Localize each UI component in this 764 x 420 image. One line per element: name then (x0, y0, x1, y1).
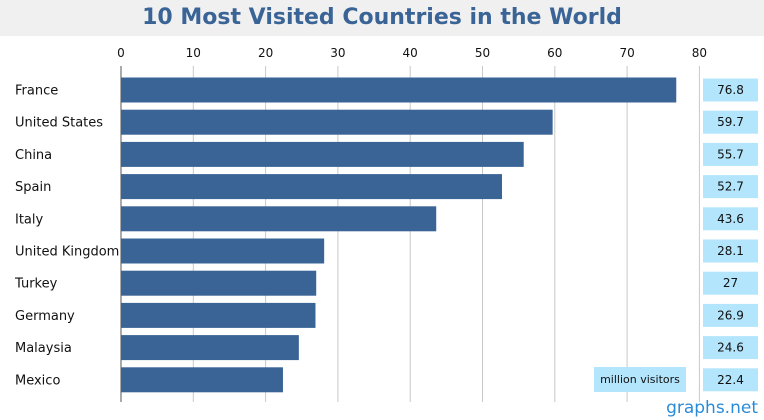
data-label: 59.7 (717, 115, 744, 129)
bar (121, 367, 283, 393)
data-label: 26.9 (717, 308, 744, 322)
x-tick-label: 60 (547, 46, 562, 60)
bar (121, 77, 677, 103)
data-label: 43.6 (717, 212, 744, 226)
category-label: China (15, 148, 52, 163)
bar (121, 109, 553, 135)
data-label: 22.4 (717, 373, 744, 387)
category-label: Spain (15, 180, 51, 195)
category-label: Malaysia (15, 341, 72, 356)
bar (121, 238, 325, 264)
bar (121, 174, 503, 200)
category-label: Mexico (15, 373, 60, 388)
value-box (703, 368, 758, 392)
category-label: Italy (15, 212, 44, 227)
value-box (703, 78, 758, 102)
x-tick-label: 80 (692, 46, 707, 60)
value-box (703, 271, 758, 295)
x-tick-label: 40 (403, 46, 418, 60)
category-label: Turkey (14, 277, 58, 292)
x-tick-label: 70 (619, 46, 634, 60)
watermark: graphs.net (666, 398, 758, 418)
category-label: France (15, 84, 58, 99)
chart-title: 10 Most Visited Countries in the World (142, 5, 622, 30)
x-tick-label: 10 (186, 46, 201, 60)
bar (121, 302, 316, 328)
data-label: 52.7 (717, 180, 744, 194)
unit-label: million visitors (594, 367, 686, 392)
bar (121, 141, 524, 167)
value-box (703, 303, 758, 327)
category-label: United States (15, 116, 103, 131)
x-tick-label: 30 (330, 46, 345, 60)
data-label: 76.8 (717, 83, 744, 97)
x-tick-label: 0 (117, 46, 125, 60)
value-box (703, 110, 758, 134)
value-box (703, 336, 758, 360)
value-box (703, 142, 758, 166)
data-label: 27 (723, 276, 738, 290)
data-label: 24.6 (717, 341, 744, 355)
x-tick-label: 50 (475, 46, 490, 60)
data-label: 28.1 (717, 244, 744, 258)
bar (121, 335, 299, 361)
bar (121, 206, 437, 232)
data-label: 55.7 (717, 147, 744, 161)
value-box (703, 239, 758, 263)
category-label: United Kingdom (15, 245, 119, 260)
title-band (0, 0, 764, 36)
category-label: Germany (15, 309, 75, 324)
value-box (703, 175, 758, 199)
x-tick-label: 20 (258, 46, 273, 60)
value-box (703, 207, 758, 231)
bar (121, 270, 317, 296)
